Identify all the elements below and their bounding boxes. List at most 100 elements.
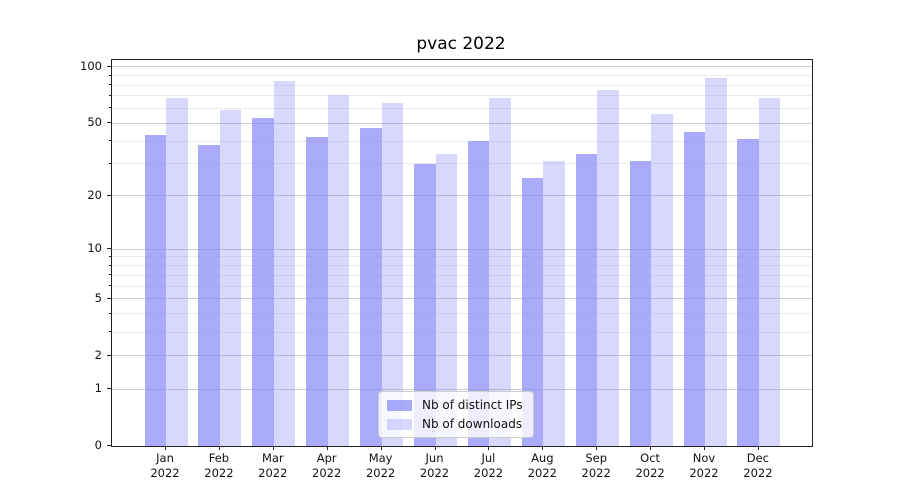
- y-gridline-major: [112, 66, 812, 68]
- y-tick-major: [107, 194, 111, 196]
- y-tick-major: [107, 388, 111, 390]
- y-tick-major: [107, 122, 111, 124]
- bar-distinct-ips: [575, 154, 598, 446]
- x-tick: [218, 446, 220, 450]
- x-tick-label: Mar 2022: [258, 451, 288, 480]
- y-gridline-minor: [112, 331, 812, 333]
- x-tick-label: Dec 2022: [743, 451, 773, 480]
- y-gridline-minor: [112, 107, 812, 109]
- y-gridline-major: [112, 122, 812, 124]
- bar-distinct-ips: [629, 161, 652, 446]
- y-tick-minor: [109, 94, 111, 96]
- x-tick: [542, 446, 544, 450]
- plot-area: Nb of distinct IPs Nb of downloads: [111, 59, 813, 447]
- x-tick-label: Jan 2022: [150, 451, 180, 480]
- bar-distinct-ips: [414, 163, 436, 446]
- x-tick: [272, 446, 274, 450]
- y-tick-label: 0: [94, 438, 102, 452]
- bar-downloads: [758, 98, 781, 446]
- y-gridline-minor: [112, 256, 812, 258]
- bar-distinct-ips: [360, 128, 382, 446]
- y-tick-label: 100: [80, 58, 102, 73]
- y-gridline-minor: [112, 84, 812, 86]
- x-tick: [488, 446, 490, 450]
- y-gridline-minor: [112, 265, 812, 267]
- x-tick: [596, 446, 598, 450]
- x-tick: [326, 446, 328, 450]
- bar-downloads: [327, 94, 350, 446]
- y-tick-minor: [109, 312, 111, 314]
- bar-downloads: [651, 113, 673, 446]
- legend-label-distinct-ips: Nb of distinct IPs: [422, 398, 523, 412]
- bar-distinct-ips: [198, 145, 220, 446]
- y-tick-major: [107, 297, 111, 299]
- x-tick-label: Jul 2022: [473, 451, 504, 480]
- x-tick: [380, 446, 382, 450]
- y-tick-major: [107, 248, 111, 250]
- legend-swatch-distinct-ips: [387, 399, 412, 411]
- bar-downloads: [381, 103, 404, 446]
- bar-downloads: [273, 81, 296, 446]
- y-tick-label: 1: [94, 381, 102, 396]
- bar-downloads: [435, 154, 457, 446]
- y-gridline-minor: [112, 274, 812, 276]
- y-gridline-major: [112, 355, 812, 357]
- y-tick-minor: [109, 274, 111, 276]
- y-tick-minor: [109, 264, 111, 266]
- x-tick-label: Oct 2022: [635, 451, 665, 480]
- bar-downloads: [705, 78, 727, 446]
- y-gridline-minor: [112, 163, 812, 165]
- y-tick-major: [107, 354, 111, 356]
- y-tick-major: [107, 65, 111, 67]
- chart-title: pvac 2022: [416, 34, 506, 54]
- bar-downloads: [489, 98, 511, 446]
- y-tick-minor: [109, 255, 111, 257]
- bar-distinct-ips: [683, 131, 705, 446]
- y-tick-label: 10: [87, 241, 102, 256]
- x-tick-label: Sep 2022: [581, 451, 611, 480]
- bar-distinct-ips: [521, 178, 544, 446]
- x-tick-label: Jun 2022: [419, 451, 450, 480]
- bar-distinct-ips: [737, 139, 759, 446]
- y-tick-label: 50: [87, 115, 102, 130]
- bar-downloads: [597, 90, 619, 446]
- x-tick: [704, 446, 705, 450]
- bar-distinct-ips: [144, 135, 166, 446]
- y-tick-minor: [109, 162, 111, 164]
- x-tick: [434, 446, 436, 450]
- legend-item-distinct-ips: Nb of distinct IPs: [387, 398, 523, 412]
- x-tick: [650, 446, 652, 450]
- x-tick-label: Apr 2022: [312, 451, 342, 480]
- y-gridline-minor: [112, 140, 812, 142]
- bar-downloads: [543, 161, 565, 446]
- x-tick-label: Aug 2022: [527, 451, 557, 480]
- x-tick: [165, 446, 166, 450]
- y-gridline-minor: [112, 95, 812, 97]
- x-tick-label: May 2022: [365, 451, 396, 480]
- x-tick-label: Nov 2022: [689, 451, 719, 480]
- y-tick-minor: [109, 285, 111, 287]
- y-gridline-minor: [112, 285, 812, 287]
- bar-distinct-ips: [252, 118, 274, 446]
- x-tick: [757, 446, 759, 450]
- y-tick-minor: [109, 140, 111, 142]
- bar-distinct-ips: [467, 141, 490, 446]
- x-tick-label: Feb 2022: [204, 451, 234, 480]
- y-tick-minor: [109, 331, 111, 333]
- y-tick-label: 5: [94, 290, 102, 305]
- bar-downloads: [219, 109, 242, 446]
- y-tick-minor: [109, 107, 111, 109]
- y-gridline-major: [112, 388, 812, 390]
- bar-downloads: [166, 98, 188, 446]
- bar-distinct-ips: [306, 137, 328, 446]
- y-gridline-major: [112, 248, 812, 250]
- y-tick-minor: [109, 84, 111, 86]
- legend: Nb of distinct IPs Nb of downloads: [378, 391, 534, 438]
- y-gridline-minor: [112, 313, 812, 315]
- y-tick-major: [107, 445, 111, 446]
- y-tick-label: 20: [87, 187, 102, 202]
- legend-swatch-downloads: [387, 418, 412, 430]
- y-gridline-major: [112, 298, 812, 300]
- legend-item-downloads: Nb of downloads: [387, 417, 523, 431]
